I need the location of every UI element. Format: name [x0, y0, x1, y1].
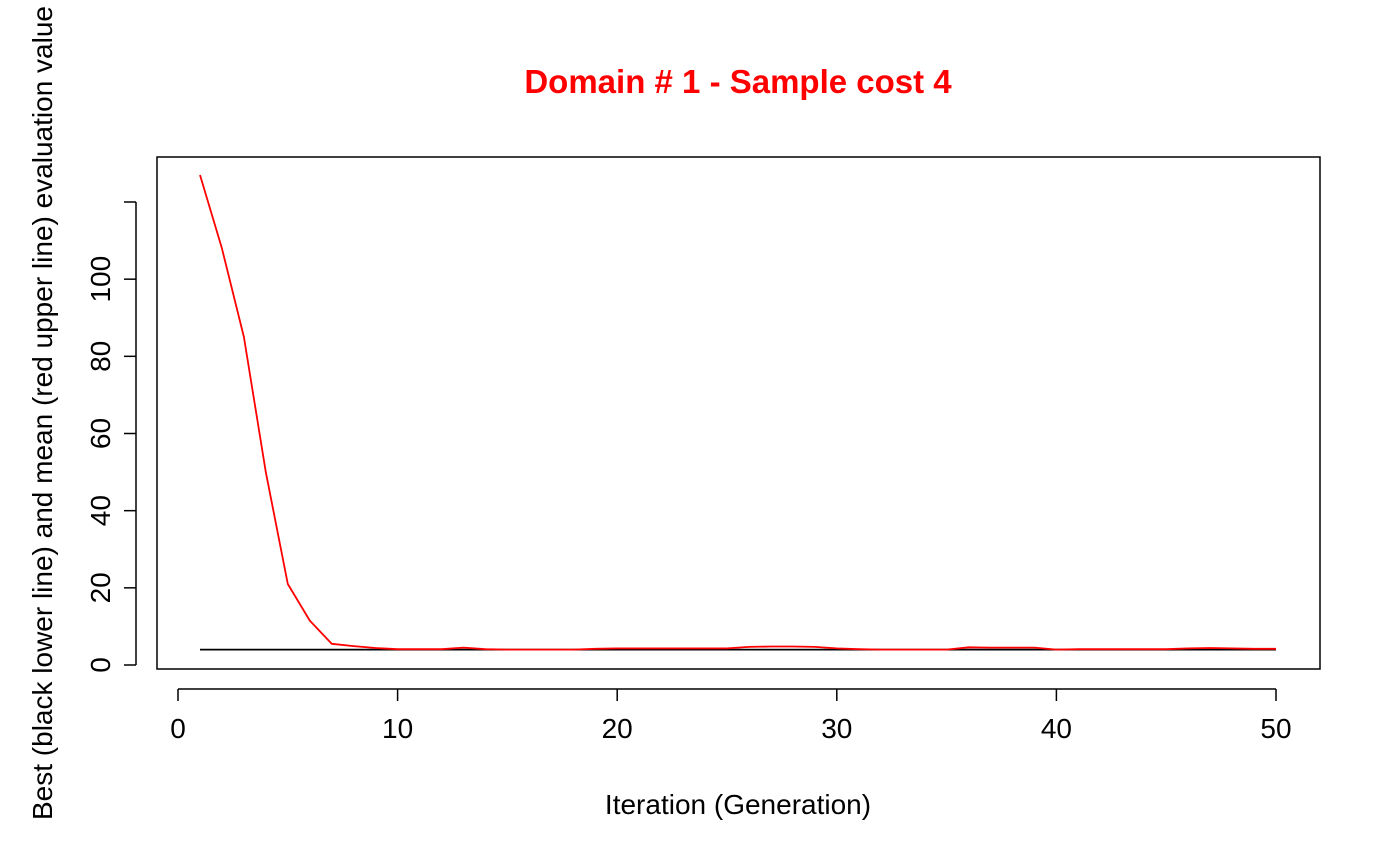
x-tick-label: 40 [1041, 713, 1072, 744]
y-tick-label: 0 [85, 657, 116, 673]
x-tick-label: 10 [382, 713, 413, 744]
x-tick-label: 50 [1260, 713, 1291, 744]
y-tick-label: 20 [85, 572, 116, 603]
x-axis: 0 10 20 30 40 50 [170, 688, 1292, 744]
series-layer [199, 174, 1276, 651]
chart-title: Domain # 1 - Sample cost 4 [524, 63, 952, 100]
y-tick-label: 40 [85, 495, 116, 526]
y-tick-label: 100 [85, 256, 116, 303]
x-tick-label: 20 [602, 713, 633, 744]
y-axis: 0 20 40 60 80 100 [85, 201, 137, 673]
y-tick-label: 60 [85, 418, 116, 449]
series-mean-line [199, 174, 1276, 651]
x-tick-label: 30 [821, 713, 852, 744]
x-tick-label: 0 [170, 713, 186, 744]
y-tick-label: 80 [85, 341, 116, 372]
plot-box [156, 156, 1321, 670]
y-axis-label: Best (black lower line) and mean (red up… [27, 6, 58, 820]
x-axis-label: Iteration (Generation) [605, 789, 871, 820]
